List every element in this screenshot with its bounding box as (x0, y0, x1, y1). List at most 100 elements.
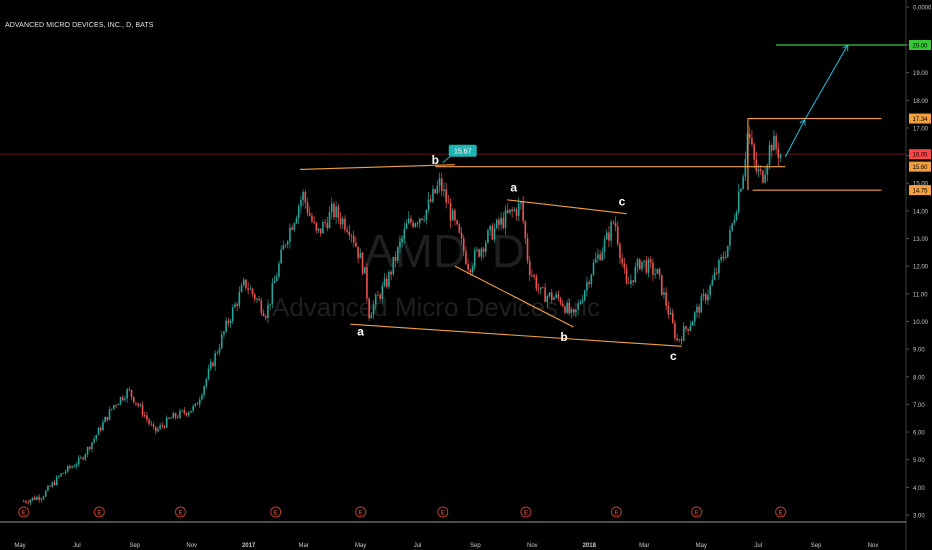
candle-body (544, 287, 546, 303)
candle-body (339, 217, 342, 225)
candle-body (115, 405, 117, 406)
candle-body (330, 203, 333, 213)
candle-body (702, 294, 705, 297)
candle-body (370, 314, 373, 319)
candle-body (641, 261, 643, 270)
candle-body (295, 217, 298, 224)
candle-body (709, 285, 711, 295)
candle-body (60, 473, 62, 477)
candle-body (462, 238, 465, 252)
candle-body (361, 252, 364, 274)
candle-body (421, 218, 423, 220)
candle-body (214, 353, 216, 367)
candle-body (414, 223, 417, 227)
candle-body (75, 464, 78, 467)
candle-body (249, 288, 252, 290)
candle-body (669, 312, 672, 315)
candle-body (190, 410, 192, 413)
candle-body (724, 256, 727, 259)
candle-body (154, 426, 157, 432)
candle-body (539, 287, 542, 290)
candle-body (762, 170, 764, 183)
candle-body (88, 447, 91, 450)
y-tick-label: 10.00 (913, 320, 929, 326)
candle-body (691, 321, 694, 326)
candle-body (412, 222, 414, 227)
candle-body (454, 210, 456, 221)
earnings-marker-icon (520, 506, 532, 518)
candle-body (476, 249, 478, 251)
candle-body (238, 291, 241, 306)
candle-body (480, 248, 483, 257)
candle-body (273, 281, 276, 284)
candle-body (577, 303, 579, 310)
x-tick-label: May (696, 543, 707, 549)
candle-body (465, 251, 467, 265)
candle-body (396, 247, 399, 261)
candle-body (502, 217, 505, 228)
candle-body (192, 406, 194, 411)
wave-label: c (619, 194, 626, 208)
price-label-text: 14.75 (912, 189, 928, 195)
candle-body (742, 176, 744, 190)
candle-body (366, 267, 368, 299)
candle-body (601, 251, 604, 261)
candle-body (458, 224, 461, 233)
y-tick-label: 9.00 (913, 348, 925, 354)
candle-body (766, 165, 769, 175)
y-tick-label: 15.00 (913, 182, 929, 188)
candle-body (561, 303, 564, 307)
candle-body (755, 159, 758, 172)
candle-body (183, 410, 186, 413)
projection-arrow-2-head (842, 44, 849, 49)
candle-body (434, 189, 436, 194)
earnings-marker-icon (18, 506, 30, 518)
candle-body (357, 246, 359, 259)
candle-body (715, 272, 718, 274)
candle-body (658, 268, 661, 275)
x-tick-label: May (14, 543, 25, 549)
candle-body (513, 209, 516, 211)
candle-body (698, 306, 700, 313)
candle-body (399, 242, 401, 248)
earnings-marker-label: E (779, 511, 783, 517)
price-label-box (909, 113, 931, 124)
candle-body (38, 496, 40, 500)
chart-title: ADVANCED MICRO DEVICES, INC., D, BATS (5, 22, 154, 29)
candle-body (572, 309, 575, 313)
x-tick-label: 2018 (583, 543, 597, 549)
candle-body (407, 218, 410, 224)
candle-body (207, 368, 210, 379)
candle-body (293, 223, 296, 230)
candle-body (542, 287, 544, 289)
candle-body (621, 258, 623, 264)
candle-body (471, 266, 474, 272)
candle-body (130, 390, 133, 397)
candle-body (696, 306, 698, 313)
candle-body (484, 242, 487, 252)
candle-body (685, 326, 687, 329)
candle-body (328, 212, 331, 229)
candle-body (216, 352, 219, 354)
candle-body (535, 276, 538, 289)
candle-body (201, 394, 203, 400)
candle-body (97, 427, 100, 436)
candle-body (443, 189, 445, 192)
candle-body (313, 221, 315, 223)
candle-body (95, 435, 98, 439)
candle-body (770, 144, 773, 151)
candle-body (467, 264, 469, 270)
candle-body (436, 185, 439, 194)
candle-body (528, 260, 531, 276)
candle-body (537, 288, 540, 290)
candle-body (229, 321, 232, 324)
candle-body (91, 442, 93, 450)
candle-body (654, 273, 656, 275)
candle-body (425, 209, 428, 220)
trendline-upper (299, 164, 455, 170)
candle-body (588, 282, 590, 285)
candle-body (205, 378, 208, 387)
candle-body (550, 292, 553, 300)
